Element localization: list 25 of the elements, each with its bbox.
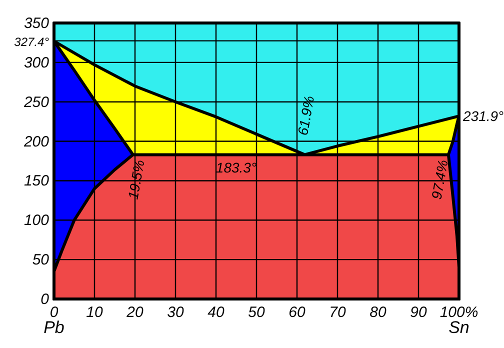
y-tick-label: 50	[32, 252, 50, 269]
x-tick-label: 40	[208, 304, 225, 321]
y-tick-label: 250	[22, 94, 50, 111]
y-tick-label: 150	[24, 172, 50, 190]
y-tick-label: 200	[22, 133, 50, 150]
x-tick-label: 100%	[440, 304, 478, 321]
y-tick-label: 300	[24, 54, 50, 72]
x-tick-label: 90	[410, 304, 428, 321]
y-tick-label: 350	[24, 15, 50, 32]
annotation: 183.3°	[216, 159, 257, 176]
x-tick-label: 50	[248, 304, 266, 321]
annotation: 61.9%	[294, 94, 318, 137]
y-tick-label: 0	[40, 291, 50, 308]
x-tick-label: 60	[288, 304, 306, 321]
annotation: Pb	[44, 318, 64, 337]
x-tick-label: 20	[126, 304, 144, 321]
x-tick-label: 80	[370, 304, 387, 321]
x-tick-label: 70	[329, 304, 346, 321]
x-tick-label: 30	[167, 304, 184, 321]
annotation: Sn	[448, 318, 470, 337]
y-tick-label: 327.4°	[14, 34, 50, 49]
x-tick-label: 10	[86, 304, 104, 321]
y-tick-label: 100	[24, 212, 50, 230]
annotation: 97.4%	[428, 158, 451, 201]
annotation: 231.9°	[462, 108, 504, 124]
